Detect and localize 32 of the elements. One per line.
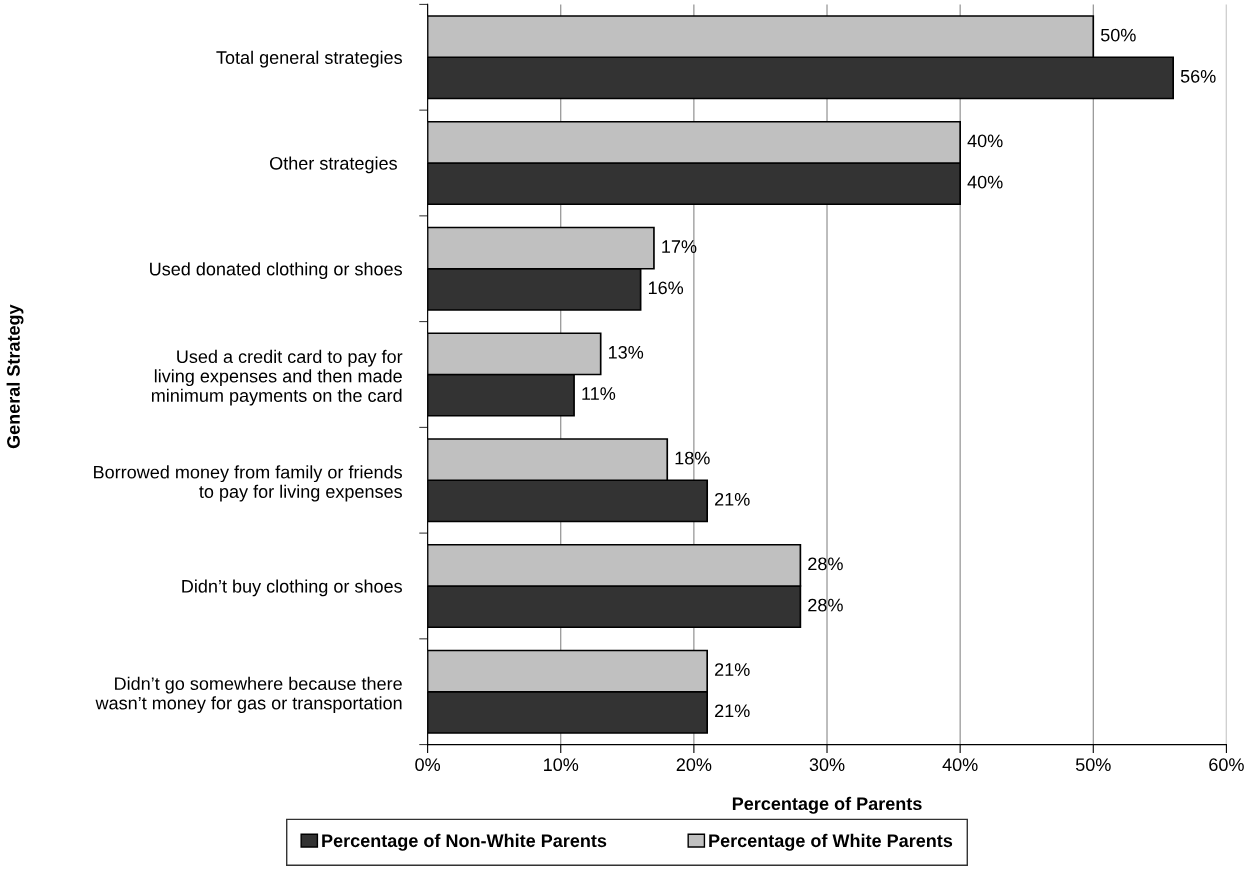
data-label: 21% <box>715 492 750 506</box>
y-tick-label: Didn’t buy clothing or shoes <box>182 579 402 597</box>
y-tick-label: Used donated clothing or shoes <box>150 262 402 280</box>
data-label: 21% <box>715 663 750 676</box>
y-tick-label: Used a credit card to pay for living expenses and then made minimum payments on the card <box>151 349 403 406</box>
data-label: 28% <box>808 557 843 571</box>
data-label: 40% <box>967 175 1003 189</box>
x-tick-label: 60% <box>1209 758 1244 772</box>
x-tick-label: 50% <box>1075 758 1111 772</box>
data-label: 18% <box>675 451 710 465</box>
legend-label: Percentage of White Parents <box>709 833 953 851</box>
data-label: 28% <box>808 598 843 612</box>
data-label: 11% <box>582 387 616 400</box>
x-tick-label: 0% <box>415 758 441 772</box>
x-tick-label: 10% <box>544 758 579 772</box>
y-tick-label: Other strategies <box>270 156 397 174</box>
data-label: 16% <box>648 281 684 295</box>
x-tick-label: 20% <box>676 758 712 772</box>
y-tick-label: Total general strategies <box>216 50 402 68</box>
x-tick-label: 30% <box>809 758 845 772</box>
data-label: 56% <box>1180 69 1216 83</box>
y-axis-title: General Strategy <box>6 304 24 449</box>
data-label: 13% <box>609 345 644 359</box>
y-tick-label: Didn’t go somewhere because there wasn’t money for gas or transportation <box>95 676 402 714</box>
y-tick-label: Borrowed money from family or friends to pay for living expenses <box>94 465 402 502</box>
x-tick-label: 40% <box>942 758 978 772</box>
data-label: 17% <box>662 240 697 253</box>
data-label: 21% <box>715 704 750 718</box>
data-label: 50% <box>1100 28 1136 42</box>
x-axis-title: Percentage of Parents <box>732 796 922 814</box>
data-label: 40% <box>967 134 1003 148</box>
legend-label: Percentage of Non-White Parents <box>322 833 607 851</box>
